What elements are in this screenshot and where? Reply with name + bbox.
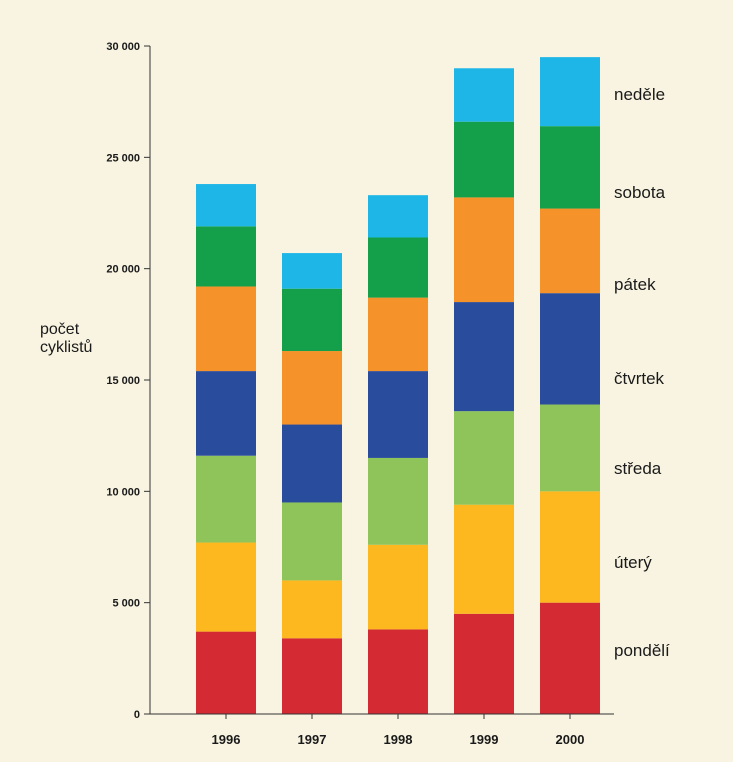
y-tick-label: 20 000 bbox=[106, 264, 140, 276]
bar-segment-1999-4 bbox=[454, 197, 514, 303]
legend-label-3: čtvrtek bbox=[614, 369, 665, 388]
legend-label-1: úterý bbox=[614, 553, 652, 572]
bar-segment-1997-5 bbox=[282, 288, 342, 352]
bar-segment-2000-3 bbox=[540, 293, 600, 405]
bar-segment-2000-5 bbox=[540, 126, 600, 209]
x-tick-label: 1998 bbox=[384, 732, 413, 747]
y-tick-label: 10 000 bbox=[106, 486, 140, 498]
bar-segment-1996-3 bbox=[196, 371, 256, 456]
bar-segment-1997-3 bbox=[282, 424, 342, 503]
x-tick-label: 2000 bbox=[556, 732, 585, 747]
bar-segment-1996-5 bbox=[196, 226, 256, 287]
bar-segment-1999-5 bbox=[454, 121, 514, 198]
bar-segment-1998-1 bbox=[368, 544, 428, 630]
x-tick-label: 1999 bbox=[470, 732, 499, 747]
legend-label-2: středa bbox=[614, 459, 662, 478]
legend-label-4: pátek bbox=[614, 275, 656, 294]
bar-segment-1996-1 bbox=[196, 542, 256, 632]
legend-label-0: pondělí bbox=[614, 641, 670, 660]
bar-segment-1996-6 bbox=[196, 184, 256, 227]
y-tick-label: 0 bbox=[134, 709, 140, 721]
x-axis: 1996 1997 1998 1999 2000 bbox=[150, 713, 614, 747]
bar-segment-1997-1 bbox=[282, 580, 342, 639]
bar-segment-1999-1 bbox=[454, 504, 514, 614]
bar-segment-1997-6 bbox=[282, 253, 342, 289]
bar-segment-1998-4 bbox=[368, 297, 428, 372]
bar-segment-1996-2 bbox=[196, 455, 256, 543]
y-tick-label: 5 000 bbox=[112, 598, 140, 610]
legend: pondělí úterý středa čtvrtek pátek sobota nedě… bbox=[614, 85, 670, 660]
bar-segment-1996-4 bbox=[196, 286, 256, 372]
legend-label-5: sobota bbox=[614, 183, 666, 202]
y-tick-label: 25 000 bbox=[106, 152, 140, 164]
y-axis-label-line-1: počet bbox=[40, 321, 80, 338]
y-axis-label: počet cyklistů bbox=[40, 321, 92, 356]
bar-segment-1998-5 bbox=[368, 237, 428, 298]
y-tick-label: 15 000 bbox=[106, 375, 140, 387]
x-tick-label: 1996 bbox=[212, 732, 241, 747]
legend-label-6: neděle bbox=[614, 85, 665, 104]
bar-segment-1998-2 bbox=[368, 457, 428, 545]
bar-segment-1999-3 bbox=[454, 302, 514, 412]
bar-segment-2000-6 bbox=[540, 57, 600, 127]
bar-segment-1999-0 bbox=[454, 613, 514, 714]
bar-segment-1998-6 bbox=[368, 195, 428, 238]
bar-segment-1997-2 bbox=[282, 502, 342, 581]
bar-segment-1999-6 bbox=[454, 68, 514, 122]
bar-segment-2000-4 bbox=[540, 208, 600, 294]
bar-segment-2000-1 bbox=[540, 491, 600, 603]
bar-segment-1998-0 bbox=[368, 629, 428, 714]
bars-layer bbox=[196, 57, 600, 714]
bar-segment-1997-4 bbox=[282, 351, 342, 425]
y-axis: 0 5 000 10 000 15 000 20 000 25 000 30 000 bbox=[106, 41, 151, 721]
bar-segment-2000-2 bbox=[540, 404, 600, 492]
bar-segment-1997-0 bbox=[282, 638, 342, 714]
bar-segment-1998-3 bbox=[368, 371, 428, 458]
bar-segment-1996-0 bbox=[196, 631, 256, 714]
y-tick-label: 30 000 bbox=[106, 41, 140, 53]
x-tick-label: 1997 bbox=[298, 732, 327, 747]
bar-segment-1999-2 bbox=[454, 411, 514, 505]
bar-segment-2000-0 bbox=[540, 602, 600, 714]
y-axis-label-line-2: cyklistů bbox=[40, 338, 92, 356]
